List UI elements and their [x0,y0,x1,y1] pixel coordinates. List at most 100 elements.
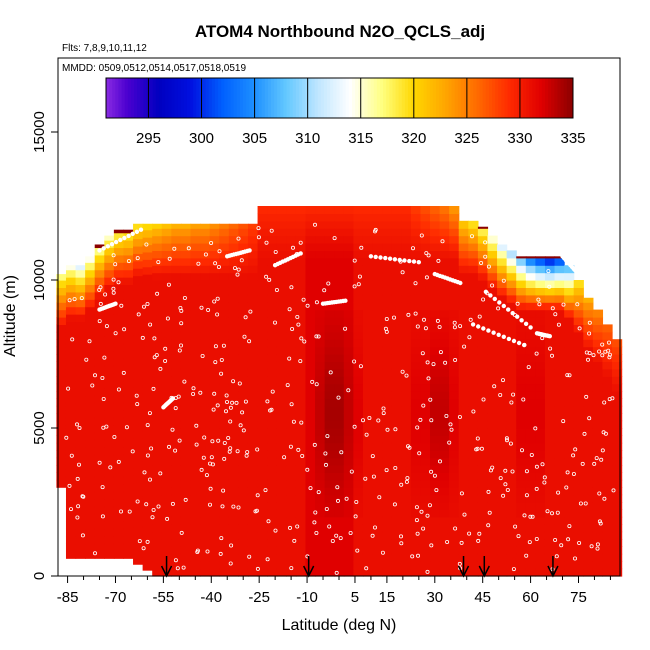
heatmap-cell [449,531,460,540]
heatmap-cell [190,265,201,274]
heatmap-cell [334,361,345,370]
heatmap-cell [583,516,594,525]
heatmap-cell [353,405,364,414]
heatmap-cell [516,494,527,503]
heatmap-cell [592,531,604,540]
heatmap-cell [449,294,460,303]
heatmap-cell [487,516,498,525]
heatmap-cell [401,265,412,274]
heatmap-cell [190,561,201,570]
heatmap-cell [554,317,565,325]
heatmap-cell [228,568,240,577]
sample-point [299,336,304,341]
heatmap-cell [487,428,498,436]
heatmap-cell [583,546,594,555]
colorbar-segment [271,78,275,118]
heatmap-cell [276,309,287,318]
heatmap-cell [487,354,498,362]
heatmap-cell [343,516,354,525]
heatmap-cell [315,465,326,473]
colorbar-segment [535,78,540,118]
heatmap-cell [592,561,604,570]
heatmap-cell [468,257,479,266]
heatmap-cell [544,420,556,429]
heatmap-cell [238,546,249,555]
heatmap-cell [449,302,460,311]
heatmap-cell [238,287,249,296]
sample-point [87,339,92,344]
heatmap-cell [420,287,431,296]
heatmap-cell [161,223,172,229]
heatmap-cell [104,336,115,345]
heatmap-cell [535,376,546,385]
sample-point [405,444,410,449]
heatmap-cell [85,388,96,397]
sample-point [410,554,415,559]
heatmap-cell [276,228,287,237]
heatmap-cell [238,265,249,274]
heatmap-cell [276,294,287,303]
heatmap-cell [564,502,575,510]
heatmap-cell [161,502,172,510]
heatmap-cell [487,553,498,562]
heatmap-cell [190,287,201,296]
heatmap-cell [56,346,67,355]
heatmap-cell [382,206,393,214]
heatmap-cell [410,317,422,325]
heatmap-cell [497,294,508,303]
heatmap-cell [247,413,259,422]
heatmap-cell [104,269,115,278]
heatmap-cell [458,428,469,436]
heatmap-cell [295,287,307,296]
heatmap-cell [391,317,402,325]
heatmap-cell [161,413,172,422]
heatmap-cell [152,376,163,385]
heatmap-cell [544,450,556,459]
heatmap-cell [401,398,412,407]
heatmap-cell [315,472,326,481]
heatmap-cell [324,287,335,296]
heatmap-cell [113,432,125,441]
heatmap-cell [161,302,172,311]
heatmap-cell [439,405,450,414]
heatmap-cell [133,327,144,336]
heatmap-cell [65,550,77,559]
heatmap-cell [372,450,383,459]
heatmap-cell [382,568,393,577]
heatmap-cell [257,428,268,436]
heatmap-cell [152,509,163,518]
sample-point [155,291,160,296]
heatmap-cell [468,346,479,355]
heatmap-cell [372,257,383,266]
sample-point [226,435,231,440]
heatmap-cell [85,269,96,278]
heatmap-cell [573,450,584,459]
colorbar-segment [168,78,172,118]
heatmap-cell [209,428,220,436]
heatmap-cell [343,442,354,451]
sample-point [191,391,196,396]
heatmap-cell [180,243,192,251]
heatmap-cell [362,354,374,362]
heatmap-cell [420,405,431,414]
sample-point [490,283,495,288]
heatmap-cell [133,416,144,425]
heatmap-cell [573,568,584,577]
heatmap-cell [410,524,422,533]
sample-point [421,317,426,322]
heatmap-cell [525,361,536,370]
heatmap-cell [133,475,144,484]
heatmap-cell [56,442,67,451]
heatmap-cell [564,479,575,488]
heatmap-cell [238,324,249,333]
sample-point [330,539,335,544]
heatmap-cell [161,465,172,473]
heatmap-cell [343,331,354,340]
heatmap-cell [305,531,316,540]
heatmap-cell [190,361,201,370]
heatmap-cell [152,294,163,303]
heatmap-cell [516,331,527,340]
heatmap-cell [334,324,345,333]
colorbar-segment [227,78,232,118]
heatmap-cell [286,428,297,436]
